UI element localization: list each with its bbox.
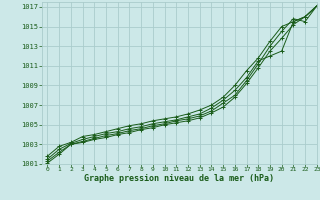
X-axis label: Graphe pression niveau de la mer (hPa): Graphe pression niveau de la mer (hPa) bbox=[84, 174, 274, 183]
